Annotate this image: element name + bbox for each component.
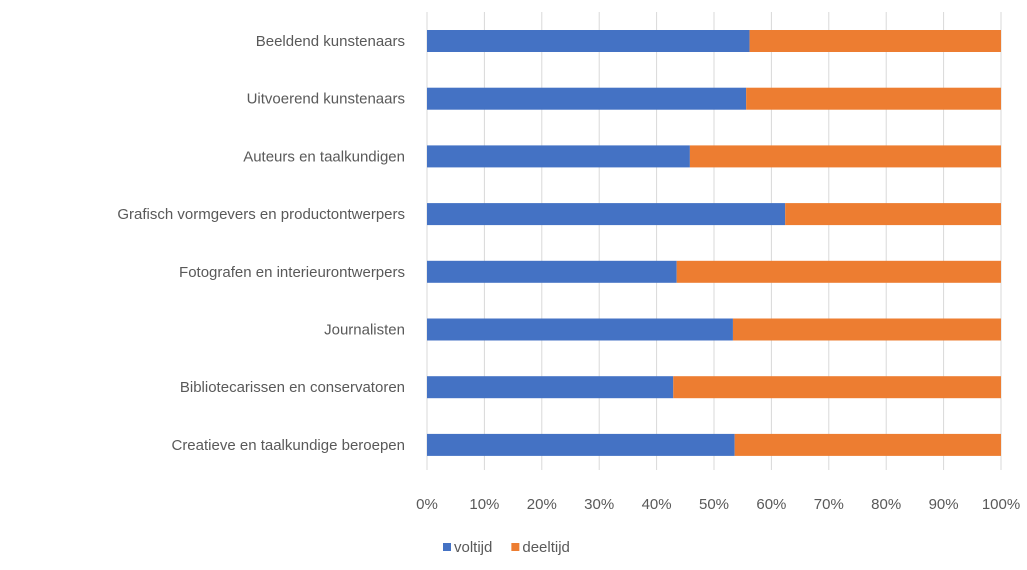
legend-swatch-voltijd — [443, 543, 451, 551]
bar-voltijd-1 — [427, 88, 746, 110]
legend-label-voltijd: voltijd — [454, 539, 492, 556]
bar-voltijd-3 — [427, 203, 785, 225]
category-label: Fotografen en interieurontwerpers — [179, 264, 405, 281]
bar-deeltijd-3 — [785, 203, 1001, 225]
category-label: Creatieve en taalkundige beroepen — [171, 437, 405, 454]
bar-voltijd-4 — [427, 261, 677, 283]
category-label: Journalisten — [324, 322, 405, 339]
x-tick-label: 90% — [929, 496, 959, 513]
category-label: Beeldend kunstenaars — [256, 33, 405, 50]
bar-voltijd-0 — [427, 30, 750, 52]
bar-voltijd-5 — [427, 319, 733, 341]
x-tick-label: 40% — [642, 496, 672, 513]
bar-deeltijd-1 — [746, 88, 1001, 110]
bar-deeltijd-2 — [690, 145, 1001, 167]
x-tick-label: 80% — [871, 496, 901, 513]
x-tick-label: 20% — [527, 496, 557, 513]
bar-deeltijd-7 — [735, 434, 1001, 456]
legend: voltijd deeltijd — [443, 539, 570, 556]
category-label: Uitvoerend kunstenaars — [247, 91, 405, 108]
bar-voltijd-7 — [427, 434, 735, 456]
bar-voltijd-6 — [427, 376, 673, 398]
legend-label-deeltijd: deeltijd — [522, 539, 570, 556]
category-label: Auteurs en taalkundigen — [243, 148, 405, 165]
bar-deeltijd-4 — [677, 261, 1001, 283]
bar-deeltijd-5 — [733, 319, 1001, 341]
category-labels: Beeldend kunstenaars Uitvoerend kunstenaa… — [117, 33, 405, 454]
gridlines — [427, 12, 1001, 470]
x-tick-label: 60% — [756, 496, 786, 513]
legend-swatch-deeltijd — [511, 543, 519, 551]
x-tick-label: 70% — [814, 496, 844, 513]
x-tick-label: 0% — [416, 496, 438, 513]
bar-voltijd-2 — [427, 145, 690, 167]
x-tick-label: 10% — [469, 496, 499, 513]
x-tick-label: 100% — [982, 496, 1020, 513]
bar-deeltijd-0 — [750, 30, 1001, 52]
x-tick-label: 50% — [699, 496, 729, 513]
category-label: Bibliotecarissen en conservatoren — [180, 379, 405, 396]
x-axis-tick-labels: 0% 10% 20% 30% 40% 50% 60% 70% 80% 90% 100% — [416, 496, 1020, 513]
category-label: Grafisch vormgevers en productontwerpers — [117, 206, 405, 223]
x-tick-label: 30% — [584, 496, 614, 513]
bar-deeltijd-6 — [673, 376, 1001, 398]
